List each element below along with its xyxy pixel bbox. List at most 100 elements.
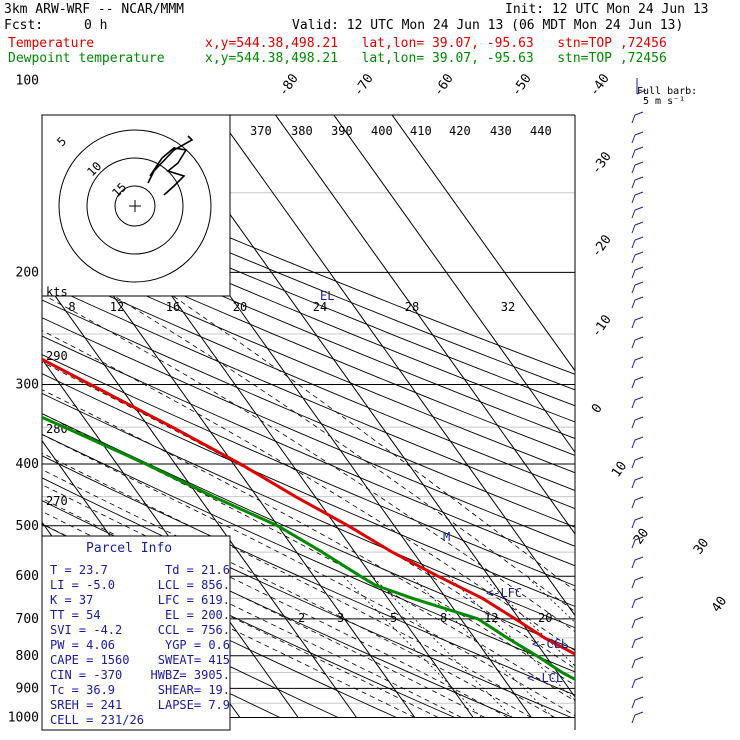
isotherm-label: -50 (509, 71, 535, 99)
dry-adiabat (42, 216, 575, 439)
wind-barb (634, 576, 644, 581)
parcel-stat: PW = 4.06 (50, 638, 115, 652)
level-marker: EL (320, 289, 334, 303)
wind-barb (631, 579, 636, 589)
wind-barb (634, 356, 644, 361)
wind-barb (636, 89, 647, 95)
wind-barb (634, 146, 644, 151)
theta-label: 440 (530, 124, 552, 138)
pressure-tick-label: 900 (16, 681, 39, 696)
wind-barb (634, 656, 644, 661)
isotherm-line (391, 115, 575, 372)
hodograph-trace (147, 135, 194, 196)
theta-label: 380 (291, 124, 313, 138)
theta-label: 430 (490, 124, 512, 138)
dry-adiabat (42, 335, 575, 567)
forecast-hour: 0 h (84, 18, 108, 33)
isotherm-label: -20 (589, 232, 615, 260)
wind-barb (634, 436, 644, 441)
wind-barb (631, 194, 636, 204)
pressure-tick-label: 400 (16, 457, 39, 472)
wind-barb (634, 416, 644, 421)
isotherm-line (0, 81, 7, 718)
hodograph-axis-label: 24 (313, 300, 327, 314)
mixing-ratio-line (410, 575, 554, 718)
wind-barb (631, 179, 636, 189)
parcel-stat: SVI = -4.2 (50, 623, 122, 637)
wind-barb (631, 224, 636, 234)
wind-barb (631, 714, 636, 724)
wind-barb (634, 596, 644, 601)
wind-barb (631, 284, 636, 294)
sounding-line (42, 357, 575, 656)
moist-adiabat (42, 389, 575, 686)
parcel-stat: LFC = 619. (158, 593, 230, 607)
wind-barb (631, 299, 636, 309)
wind-barb (631, 164, 636, 174)
wind-barb (634, 316, 644, 321)
moist-adiabat (42, 484, 509, 718)
mixing-ratio-line (481, 575, 575, 667)
wind-barb (634, 456, 644, 461)
parcel-stat: LI = -5.0 (50, 578, 115, 592)
wind-barb (631, 149, 636, 159)
parcel-stat: K = 37 (50, 593, 93, 607)
wind-barb (634, 236, 644, 241)
isotherm-line (42, 195, 416, 718)
pressure-tick-label: 300 (16, 377, 39, 392)
wind-barb (634, 176, 644, 181)
isotherm-label: 30 (691, 536, 712, 557)
wind-barb (634, 516, 644, 521)
theta-label: 400 (371, 124, 393, 138)
wind-barb (631, 619, 636, 629)
level-marker: <-LFC (486, 586, 522, 600)
dry-adiabat (42, 299, 575, 528)
hodograph-ring (58, 129, 212, 283)
moist-adiabat (137, 271, 575, 592)
mixing-ratio-label: 12 (484, 611, 498, 625)
parcel-stat: HWBZ= 3905. (151, 668, 230, 682)
isotherm-label: 10 (609, 459, 630, 480)
moist-adiabat (42, 434, 575, 717)
hodograph-ring (86, 157, 184, 255)
isotherm-label: -70 (351, 71, 377, 99)
pressure-axis: 100 200 300 400 500 600 700 800 900 1000 (8, 74, 39, 726)
isotherm-labels: -80 -70 -60 -50 -40 -30 -20 -10 0 10 20 30 40 (276, 71, 730, 615)
hodograph-axis-label: 28 (405, 300, 419, 314)
wind-barb (634, 336, 644, 341)
parcel-info-box: Parcel Info T = 23.7 Td = 21.6 LI = -5.0 LCL… (41, 535, 231, 731)
mixing-ratio-line (525, 575, 575, 623)
parcel-stat: LCL = 856. (158, 578, 230, 592)
isotherm-label: -40 (587, 71, 613, 99)
wind-barb (631, 519, 636, 529)
parcel-stat: CELL = 231/26 (50, 713, 144, 727)
parcel-stat: CCL = 756. (158, 623, 230, 637)
level-marker: <-LCL (527, 671, 563, 685)
wind-barb (634, 676, 644, 681)
init-time: Init: 12 UTC Mon 24 Jun 13 (505, 2, 709, 17)
hodograph-unit: kts (46, 285, 68, 299)
hodograph-axis-label: 20 (233, 300, 247, 314)
moist-adiabat (42, 293, 575, 633)
wind-barb (634, 376, 644, 381)
wind-barb (634, 281, 644, 286)
dry-adiabat (42, 265, 575, 491)
wind-barb (631, 114, 636, 124)
wind-barb (634, 616, 644, 621)
temperature-location: x,y=544.38,498.21 lat,lon= 39.07, -95.63… (205, 36, 667, 51)
mixing-ratio-label: 8 (440, 611, 447, 625)
wind-barbs: Full barb:5 m s⁻¹ (631, 78, 697, 724)
parcel-info-title: Parcel Info (86, 541, 172, 556)
wind-barb (634, 206, 644, 211)
wind-barb (634, 536, 644, 541)
level-marker: <-CCL (532, 637, 568, 651)
dry-adiabat (42, 201, 575, 423)
wind-barb (634, 131, 644, 136)
parcel-stat: SWEAT= 415 (158, 653, 230, 667)
forecast-label: Fcst: (4, 18, 44, 33)
wind-barb (634, 111, 644, 116)
wind-barb (631, 254, 636, 264)
hodograph-ring (114, 185, 156, 227)
theta-label: 410 (410, 124, 432, 138)
